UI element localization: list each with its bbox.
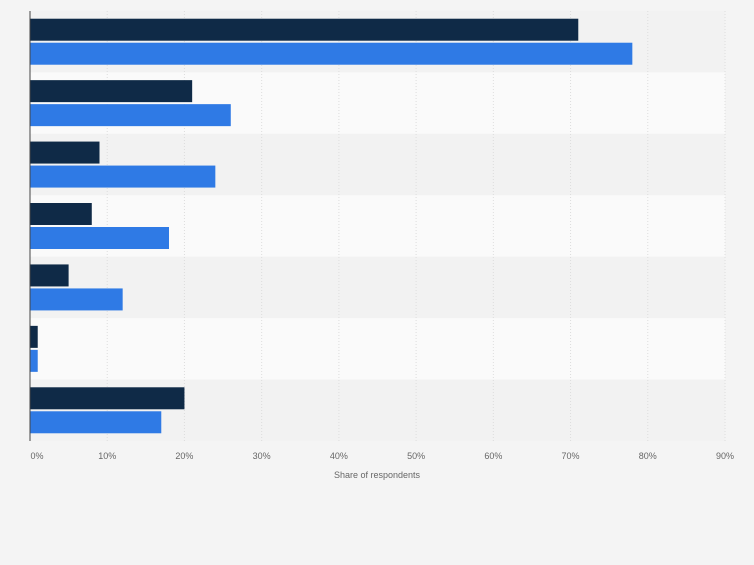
bars — [30, 18, 633, 434]
bar-series1-row7[interactable] — [30, 387, 185, 410]
bar-series2-row5[interactable] — [30, 288, 123, 311]
bar-series2-row2[interactable] — [30, 104, 231, 127]
x-axis-label: Share of respondents — [334, 470, 421, 480]
bar-series2-row4[interactable] — [30, 227, 169, 249]
x-tick-label-3: 30% — [253, 451, 271, 461]
bar-series1-row2[interactable] — [30, 80, 193, 103]
bar-series1-row6[interactable] — [30, 325, 38, 348]
bar-series2-row6[interactable] — [30, 349, 38, 372]
x-tick-label-8: 80% — [639, 451, 657, 461]
x-tick-label-6: 60% — [484, 451, 502, 461]
x-tick-label-9: 90% — [716, 451, 734, 461]
row-bands — [30, 11, 725, 441]
bar-series2-row1[interactable] — [30, 42, 633, 65]
bar-series2-row3[interactable] — [30, 165, 216, 188]
x-tick-label-7: 70% — [562, 451, 580, 461]
x-tick-label-1: 10% — [98, 451, 116, 461]
x-tick-label-2: 20% — [175, 451, 193, 461]
bar-series1-row3[interactable] — [30, 141, 100, 164]
bar-series1-row1[interactable] — [30, 18, 579, 41]
x-tick-label-0: 0% — [30, 451, 43, 461]
x-tick-labels: 0% 10% 20% 30% 40% 50% 60% 70% 80% 90% — [30, 451, 734, 461]
bar-series1-row4[interactable] — [30, 203, 92, 225]
bar-series1-row5[interactable] — [30, 264, 69, 287]
x-tick-label-5: 50% — [407, 451, 425, 461]
row-band-6 — [30, 318, 725, 380]
bar-series2-row7[interactable] — [30, 411, 162, 434]
row-band-5 — [30, 256, 725, 319]
x-tick-label-4: 40% — [330, 451, 348, 461]
